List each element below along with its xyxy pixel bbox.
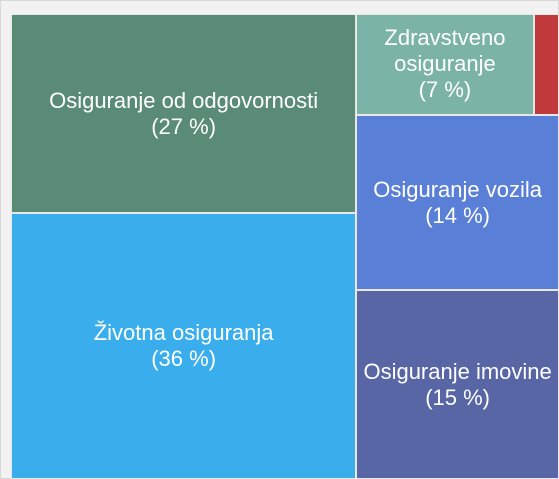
treemap-cell	[533, 14, 559, 115]
treemap-cell: Osiguranje od odgovornosti (27 %)	[11, 14, 357, 214]
cell-label: Osiguranje od odgovornosti	[49, 87, 319, 113]
cell-value-label: (27 %)	[151, 113, 217, 139]
cell-label: Zdravstveno osiguranje	[384, 25, 506, 77]
cell-label: Osiguranje vozila	[373, 176, 542, 202]
cell-label: Osiguranje imovine	[363, 358, 552, 384]
cell-value-label: (7 %)	[418, 77, 472, 103]
treemap: Osiguranje od odgovornosti (27 %) Životna …	[11, 14, 559, 479]
cell-label: Životna osiguranja	[93, 320, 274, 346]
treemap-cell: Životna osiguranja (36 %)	[11, 213, 357, 479]
cell-value-label: (36 %)	[151, 346, 217, 372]
cell-value-label: (15 %)	[425, 384, 490, 410]
treemap-cell: Zdravstveno osiguranje (7 %)	[356, 14, 534, 115]
treemap-cell: Osiguranje imovine (15 %)	[356, 290, 559, 479]
cell-value-label: (14 %)	[425, 202, 490, 228]
treemap-cell: Osiguranje vozila (14 %)	[356, 114, 559, 291]
